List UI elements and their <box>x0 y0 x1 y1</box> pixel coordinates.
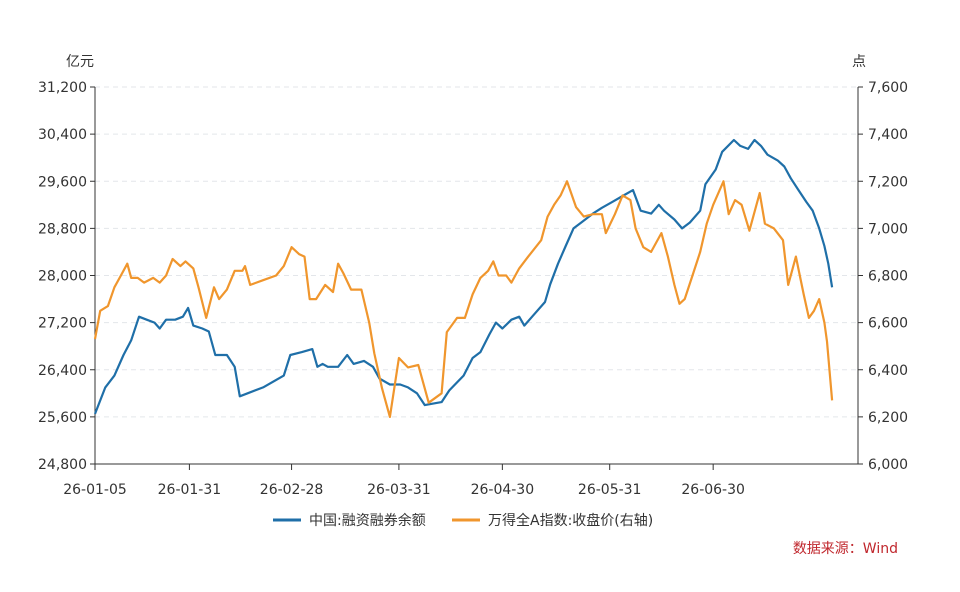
legend-label-wind-a-index: 万得全A指数:收盘价(右轴) <box>488 512 653 529</box>
right-axis-tick-label: 6,600 <box>868 316 908 332</box>
x-axis-tick-label: 26-03-31 <box>367 482 431 498</box>
right-axis-tick-label: 6,000 <box>868 457 908 473</box>
left-axis-tick-label: 29,600 <box>38 174 87 190</box>
grid-layer <box>95 86 858 418</box>
x-axis-tick-label: 26-02-28 <box>260 482 324 498</box>
left-axis-tick-label: 24,800 <box>38 457 87 473</box>
left-axis-tick-label: 26,400 <box>38 363 87 379</box>
series-line-margin-balance <box>93 138 834 415</box>
left-axis-tick-label: 28,800 <box>38 221 87 237</box>
right-axis-unit: 点 <box>852 54 866 70</box>
x-axis-tick-label: 26-01-05 <box>63 482 127 498</box>
right-axis-tick-label: 7,200 <box>868 174 908 190</box>
right-axis-tick-label: 7,400 <box>868 127 908 143</box>
source-note: 数据来源：Wind <box>793 541 898 557</box>
legend-label-margin-balance: 中国:融资融券余额 <box>309 512 426 529</box>
right-axis-tick-label: 7,600 <box>868 80 908 96</box>
x-axis-tick-label: 26-04-30 <box>471 482 535 498</box>
left-axis-tick-label: 25,600 <box>38 410 87 426</box>
x-axis-tick-label: 26-05-31 <box>578 482 642 498</box>
axis-layer: 24,800 25,600 26,400 27,200 28,000 28,800 29,6… <box>38 80 908 498</box>
left-axis-unit: 亿元 <box>66 54 94 70</box>
left-axis-tick-label: 27,200 <box>38 316 87 332</box>
left-axis-tick-label: 30,400 <box>38 127 87 143</box>
series-line-wind-a-index <box>93 180 834 418</box>
right-axis-tick-label: 7,000 <box>868 221 908 237</box>
right-axis-tick-label: 6,800 <box>868 269 908 285</box>
right-axis-tick-label: 6,200 <box>868 410 908 426</box>
legend: 中国:融资融券余额 万得全A指数:收盘价(右轴) <box>273 512 653 529</box>
x-axis-tick-label: 26-06-30 <box>681 482 745 498</box>
series-layer <box>93 138 834 418</box>
right-axis-tick-label: 6,400 <box>868 363 908 379</box>
left-axis-tick-label: 28,000 <box>38 269 87 285</box>
x-axis-tick-label: 26-01-31 <box>158 482 222 498</box>
left-axis-tick-label: 31,200 <box>38 80 87 96</box>
